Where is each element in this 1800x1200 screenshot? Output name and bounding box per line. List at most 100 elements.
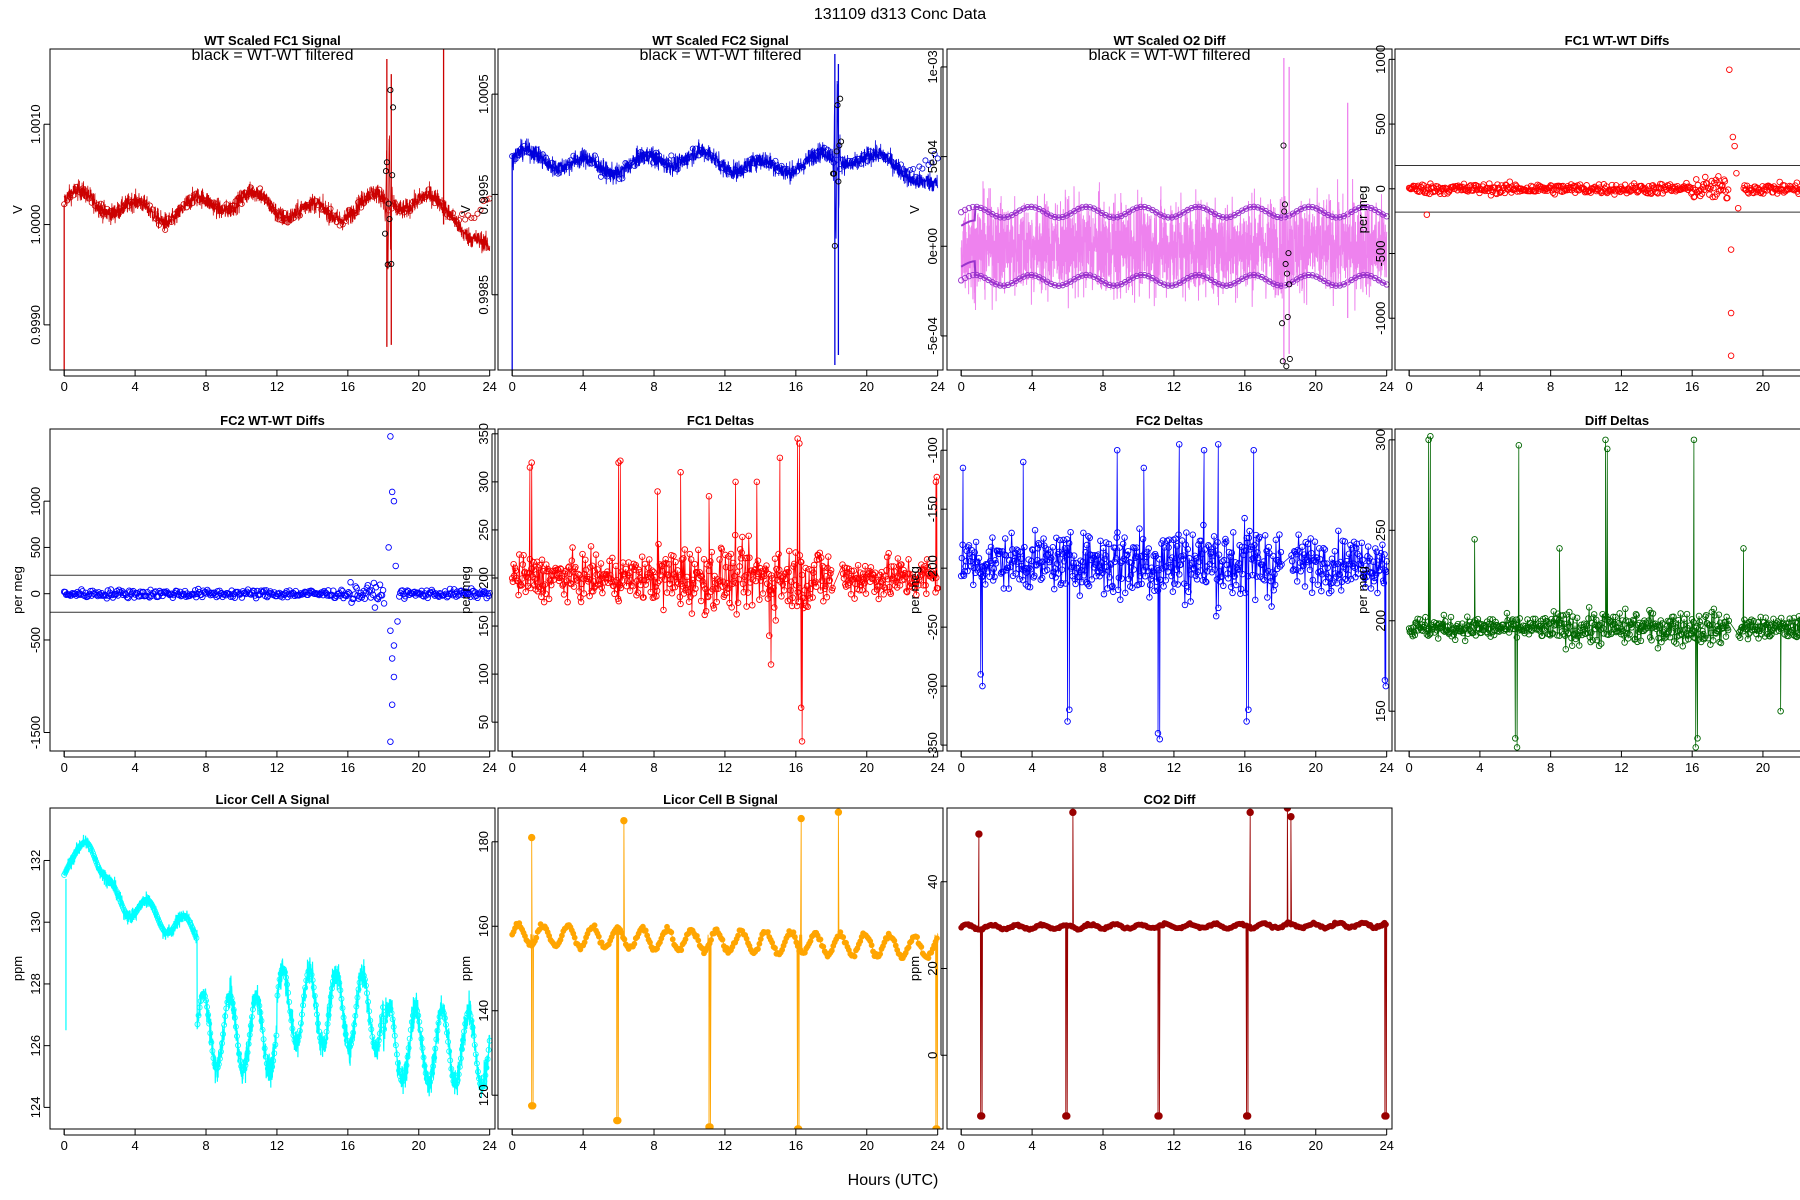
x-tick-label: 20 bbox=[860, 760, 874, 775]
data-point bbox=[459, 1046, 465, 1053]
data-point bbox=[134, 200, 141, 207]
data-point bbox=[969, 203, 977, 211]
data-point bbox=[1196, 203, 1203, 211]
data-point bbox=[1741, 182, 1748, 189]
plot-frame bbox=[946, 428, 1393, 752]
data-point bbox=[698, 146, 705, 153]
data-point bbox=[151, 907, 158, 914]
data-point bbox=[1188, 273, 1195, 280]
data-point bbox=[1075, 205, 1082, 213]
y-tick-label: 0 bbox=[1373, 185, 1388, 192]
chart-note: black = WT-WT filtered bbox=[1089, 47, 1251, 64]
data-point bbox=[1219, 214, 1226, 221]
data-point bbox=[194, 1021, 201, 1028]
data-point bbox=[790, 166, 797, 173]
data-point bbox=[1336, 214, 1343, 221]
data-point bbox=[836, 166, 843, 173]
data-point bbox=[295, 1034, 302, 1040]
data-point bbox=[1287, 812, 1295, 821]
data-point bbox=[180, 201, 187, 208]
x-tick-label: 4 bbox=[131, 1138, 138, 1153]
data-point bbox=[119, 206, 126, 213]
data-point bbox=[339, 221, 346, 228]
data-point bbox=[388, 1010, 395, 1016]
data-point bbox=[1028, 203, 1035, 210]
data-point bbox=[1172, 281, 1180, 288]
y-tick-label: 1.0000 bbox=[28, 205, 43, 245]
data-point bbox=[1020, 273, 1027, 280]
data-point bbox=[1420, 182, 1428, 189]
data-point bbox=[305, 968, 312, 975]
data-point bbox=[1340, 281, 1347, 288]
data-point bbox=[455, 591, 463, 598]
filtered-point bbox=[1286, 281, 1293, 288]
data-point bbox=[686, 154, 693, 161]
data-point bbox=[436, 1013, 443, 1020]
data-point bbox=[376, 186, 383, 193]
data-point bbox=[355, 199, 362, 206]
data-point bbox=[787, 169, 794, 176]
data-point bbox=[220, 205, 227, 212]
data-point bbox=[567, 157, 574, 164]
level-line bbox=[960, 205, 1388, 227]
data-point bbox=[1032, 272, 1039, 279]
data-point bbox=[905, 944, 912, 951]
data-point bbox=[485, 1046, 492, 1053]
data-point bbox=[1356, 272, 1363, 280]
y-tick-label: 500 bbox=[28, 537, 43, 559]
data-point bbox=[674, 166, 681, 173]
data-point bbox=[377, 1022, 384, 1029]
data-point bbox=[196, 1004, 203, 1011]
data-point bbox=[365, 588, 373, 595]
data-point bbox=[389, 1016, 396, 1023]
data-point bbox=[1141, 203, 1148, 211]
data-point bbox=[530, 151, 537, 158]
data-point bbox=[370, 193, 377, 200]
data-point bbox=[1367, 204, 1375, 212]
data-point bbox=[159, 218, 166, 225]
panel-9: Licor Cell A Signal ppm 0 4 8 12 16 20 24 124 126 1… bbox=[10, 792, 497, 1153]
plot-area bbox=[958, 57, 1390, 370]
data-point bbox=[202, 588, 209, 596]
data-point bbox=[868, 942, 875, 949]
data-point bbox=[542, 154, 549, 161]
chart-title: CO2 Diff bbox=[1144, 792, 1197, 807]
data-point bbox=[1227, 213, 1234, 220]
data-point bbox=[473, 1060, 480, 1067]
data-point bbox=[312, 197, 319, 204]
data-point bbox=[293, 212, 300, 219]
data-point bbox=[1079, 272, 1086, 279]
data-point bbox=[247, 1022, 254, 1029]
data-point bbox=[678, 947, 685, 954]
data-point bbox=[322, 1035, 329, 1042]
data-point bbox=[775, 168, 782, 175]
data-point bbox=[772, 945, 778, 951]
data-point bbox=[1055, 214, 1062, 221]
filtered-point bbox=[384, 261, 391, 268]
filtered-point bbox=[833, 148, 840, 155]
data-point bbox=[1715, 173, 1722, 180]
chart-title: FC1 Deltas bbox=[687, 413, 754, 428]
data-point bbox=[561, 164, 568, 171]
data-point bbox=[840, 934, 847, 941]
data-point bbox=[861, 152, 868, 159]
data-point bbox=[891, 163, 898, 170]
plot-area bbox=[958, 808, 1390, 1120]
chart-title: Diff Deltas bbox=[1585, 413, 1649, 428]
data-point bbox=[437, 199, 444, 206]
data-point bbox=[726, 168, 733, 175]
data-point bbox=[792, 934, 798, 941]
x-tick-label: 16 bbox=[789, 1138, 803, 1153]
data-point bbox=[1243, 1112, 1252, 1120]
data-point bbox=[304, 971, 311, 978]
data-point bbox=[350, 595, 357, 603]
data-point bbox=[152, 910, 159, 917]
data-point bbox=[1133, 204, 1140, 211]
data-point bbox=[790, 929, 797, 936]
figure-xlabel: Hours (UTC) bbox=[848, 1172, 939, 1189]
data-point bbox=[342, 1031, 349, 1038]
data-point bbox=[330, 212, 337, 219]
data-point bbox=[735, 932, 741, 939]
data-point bbox=[449, 1072, 456, 1079]
data-point bbox=[296, 1027, 303, 1034]
